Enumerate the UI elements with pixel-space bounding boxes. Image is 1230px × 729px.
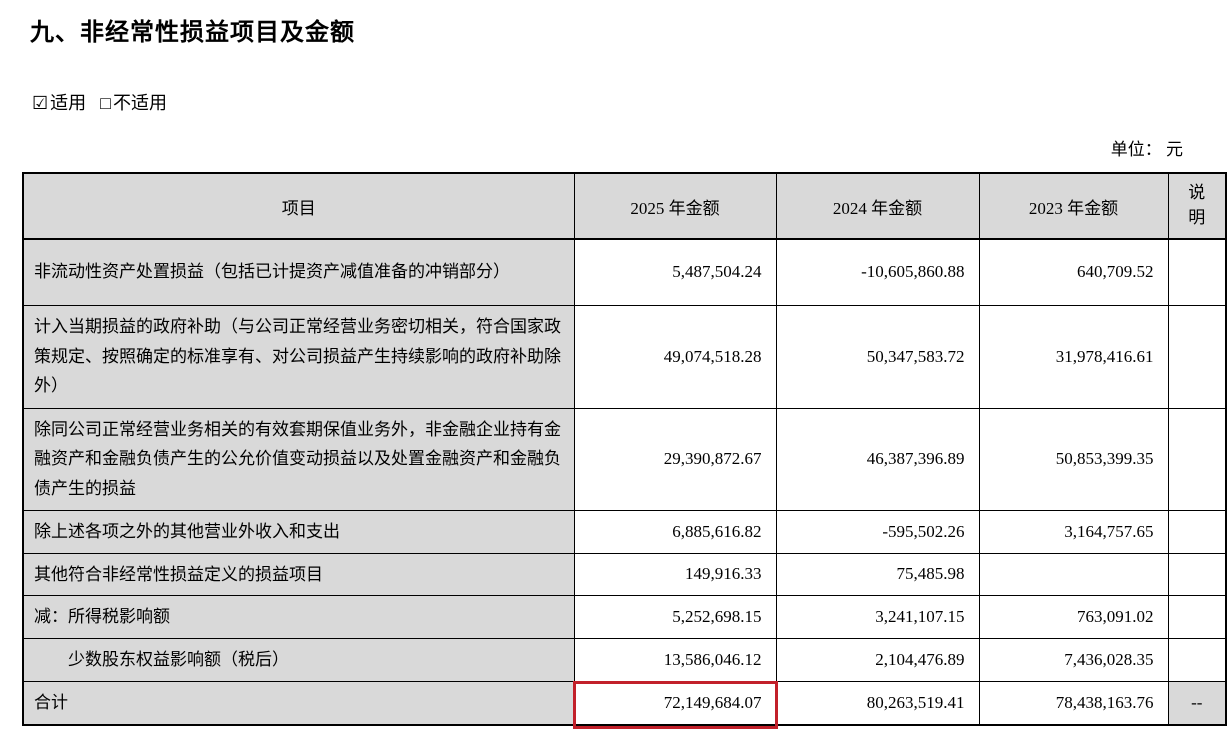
unchecked-checkbox-icon: □ bbox=[100, 93, 112, 113]
amount-2025-cell: 5,487,504.24 bbox=[573, 238, 777, 306]
total-2025-cell: 72,149,684.07 bbox=[572, 680, 778, 729]
header-note: 说明 bbox=[1167, 172, 1227, 240]
amount-2023-cell: 31,978,416.61 bbox=[978, 304, 1169, 409]
header-item: 项目 bbox=[22, 172, 575, 240]
table-row: 除同公司正常经营业务相关的有效套期保值业务外，非金融企业持有金融资产和金融负债产… bbox=[22, 407, 1227, 511]
checked-checkbox-icon: ☑ bbox=[32, 93, 49, 113]
item-cell: 除同公司正常经营业务相关的有效套期保值业务外，非金融企业持有金融资产和金融负债产… bbox=[22, 407, 575, 511]
table-row: 计入当期损益的政府补助（与公司正常经营业务密切相关，符合国家政策规定、按照确定的… bbox=[22, 304, 1227, 409]
amount-2024-cell: 2,104,476.89 bbox=[775, 638, 980, 682]
total-2023-cell: 78,438,163.76 bbox=[978, 680, 1169, 726]
amount-2024-cell: -595,502.26 bbox=[775, 509, 980, 554]
header-2025: 2025 年金额 bbox=[573, 172, 777, 240]
item-cell: 减：所得税影响额 bbox=[22, 595, 575, 639]
document-page: 九、非经常性损益项目及金额 ☑ 适用 □ 不适用 单位： 元 项目 2025 年金额 … bbox=[0, 12, 1230, 729]
header-row: 项目 2025 年金额 2024 年金额 2023 年金额 说明 bbox=[22, 172, 1227, 240]
table-row: 其他符合非经常性损益定义的损益项目 149,916.33 75,485.98 bbox=[22, 552, 1227, 597]
total-label-cell: 合计 bbox=[22, 680, 575, 726]
amount-2025-cell: 6,885,616.82 bbox=[573, 509, 777, 554]
note-cell bbox=[1167, 552, 1227, 597]
amount-2024-cell: 46,387,396.89 bbox=[775, 407, 980, 511]
total-row: 合计 72,149,684.07 80,263,519.41 78,438,16… bbox=[22, 680, 1227, 729]
note-cell bbox=[1167, 509, 1227, 554]
amount-2023-cell: 3,164,757.65 bbox=[978, 509, 1169, 554]
total-2025-value: 72,149,684.07 bbox=[663, 693, 762, 712]
amount-2025-cell: 13,586,046.12 bbox=[573, 638, 777, 682]
table-row: 少数股东权益影响额（税后） 13,586,046.12 2,104,476.89… bbox=[22, 638, 1227, 682]
table-row: 减：所得税影响额 5,252,698.15 3,241,107.15 763,0… bbox=[22, 595, 1227, 639]
amount-2025-cell: 49,074,518.28 bbox=[573, 304, 777, 409]
amount-2023-cell: 763,091.02 bbox=[978, 595, 1169, 639]
note-cell bbox=[1167, 304, 1227, 409]
item-cell: 少数股东权益影响额（税后） bbox=[22, 638, 575, 682]
amount-2024-cell: 3,241,107.15 bbox=[775, 595, 980, 639]
amount-2025-cell: 5,252,698.15 bbox=[573, 595, 777, 639]
item-cell: 其他符合非经常性损益定义的损益项目 bbox=[22, 552, 575, 597]
table-row: 除上述各项之外的其他营业外收入和支出 6,885,616.82 -595,502… bbox=[22, 509, 1227, 554]
amount-2023-cell: 640,709.52 bbox=[978, 238, 1169, 306]
item-cell: 计入当期损益的政府补助（与公司正常经营业务密切相关，符合国家政策规定、按照确定的… bbox=[22, 304, 575, 409]
note-cell bbox=[1167, 238, 1227, 306]
note-cell bbox=[1167, 595, 1227, 639]
item-cell: 除上述各项之外的其他营业外收入和支出 bbox=[22, 509, 575, 554]
amount-2025-cell: 149,916.33 bbox=[573, 552, 777, 597]
header-2024: 2024 年金额 bbox=[775, 172, 980, 240]
amount-2023-cell: 50,853,399.35 bbox=[978, 407, 1169, 511]
amount-2023-cell bbox=[978, 552, 1169, 597]
table-row: 非流动性资产处置损益（包括已计提资产减值准备的冲销部分） 5,487,504.2… bbox=[22, 238, 1227, 306]
amount-2024-cell: -10,605,860.88 bbox=[775, 238, 980, 306]
total-2024-cell: 80,263,519.41 bbox=[775, 680, 980, 726]
note-cell bbox=[1167, 407, 1227, 511]
amount-2023-cell: 7,436,028.35 bbox=[978, 638, 1169, 682]
not-applicable-label: 不适用 bbox=[113, 93, 168, 113]
total-note-cell: -- bbox=[1167, 680, 1227, 726]
amount-2025-cell: 29,390,872.67 bbox=[573, 407, 777, 511]
unit-label: 单位： 元 bbox=[1110, 140, 1183, 159]
note-cell bbox=[1167, 638, 1227, 682]
item-cell: 非流动性资产处置损益（包括已计提资产减值准备的冲销部分） bbox=[22, 238, 575, 306]
applicability-line: ☑ 适用 □ 不适用 bbox=[32, 89, 1230, 115]
header-2023: 2023 年金额 bbox=[978, 172, 1169, 240]
applicable-label: 适用 bbox=[50, 93, 87, 113]
amount-2024-cell: 50,347,583.72 bbox=[775, 304, 980, 409]
amount-2024-cell: 75,485.98 bbox=[775, 552, 980, 597]
non-recurring-items-table: 项目 2025 年金额 2024 年金额 2023 年金额 说明 非流动性资产处… bbox=[22, 172, 1227, 729]
section-title: 九、非经常性损益项目及金额 bbox=[30, 20, 355, 46]
